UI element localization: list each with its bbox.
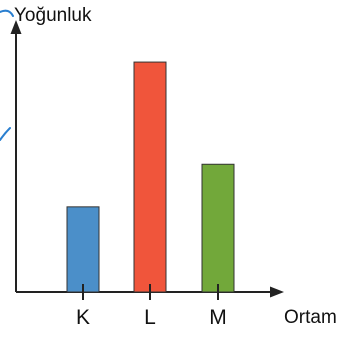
x-tick-label-m: M <box>209 306 227 329</box>
bar-l <box>133 61 167 293</box>
scan-edge-mark-top <box>0 9 14 17</box>
bar-k <box>66 206 100 293</box>
x-tick-label-l: L <box>144 306 156 329</box>
y-axis-title: Yoğunluk <box>14 5 92 26</box>
bars <box>66 61 235 293</box>
x-tick-labels: K L M <box>76 306 227 329</box>
y-axis-arrowhead <box>10 20 22 34</box>
bar-m <box>201 163 235 293</box>
x-ticks <box>82 284 219 300</box>
x-axis-title: Ortam <box>284 307 337 328</box>
x-axis-arrowhead <box>270 286 284 298</box>
scan-edge-mark-middle <box>0 127 11 141</box>
x-tick-label-k: K <box>76 306 90 329</box>
